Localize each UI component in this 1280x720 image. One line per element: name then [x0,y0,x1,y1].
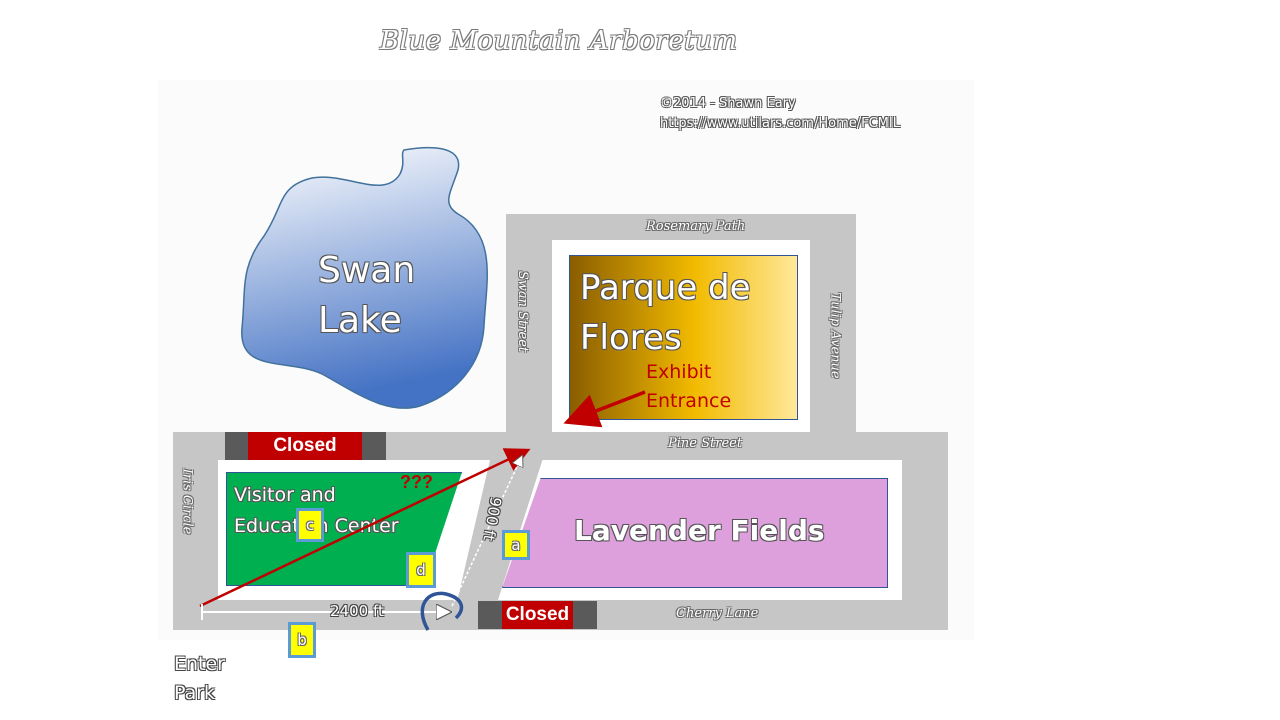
swan-lake-shape [241,146,488,409]
exhibit-line-2: Entrance [646,390,732,412]
marker-a: a [502,530,530,560]
marker-c: c [296,508,324,542]
closed-label-top: Closed [248,432,362,460]
parque-de-flores-area [569,255,798,420]
diagonal-route-arrow [199,448,531,608]
marker-d: d [406,552,436,588]
unknown-distance-label: ??? [400,472,433,492]
street-cherry-lane: Cherry Lane [676,606,759,621]
credit-line-1: ©2014 - Shawn Eary [660,96,796,111]
swan-lake-line-1: Swan [318,250,416,291]
enter-line-2: Park [174,682,216,704]
parque-line-2: Flores [580,318,682,358]
street-rosemary-path: Rosemary Path [646,219,746,234]
marker-b: b [288,622,316,658]
exhibit-entrance-arrow [563,390,646,428]
parque-line-1: Parque de [580,268,751,308]
lavender-fields-area [502,478,888,588]
enter-line-1: Enter [174,653,225,675]
visitor-line-1: Visitor and [234,484,336,506]
exhibit-line-1: Exhibit [646,361,712,383]
map-title: Blue Mountain Arboretum [380,26,738,56]
parque-de-flores-label: Parque de Flores [580,263,751,363]
credit-block: ©2014 - Shawn Eary https://www.utilars.c… [660,94,900,134]
swan-lake-line-2: Lake [318,300,402,341]
exhibit-entrance-label: Exhibit Entrance [646,358,731,416]
credit-line-2: https://www.utilars.com/Home/FCMIL [660,116,900,131]
street-pine-street: Pine Street [668,436,743,451]
diagonal-distance-line [451,456,522,607]
closed-label-bottom: Closed [502,601,573,629]
horizontal-distance-label: 2400 ft [330,602,384,620]
enter-park-label: Enter Park [174,650,225,708]
lavender-fields-label: Lavender Fields [574,514,825,547]
turn-angle-arc [420,591,464,631]
swan-lake-label: Swan Lake [318,246,415,346]
